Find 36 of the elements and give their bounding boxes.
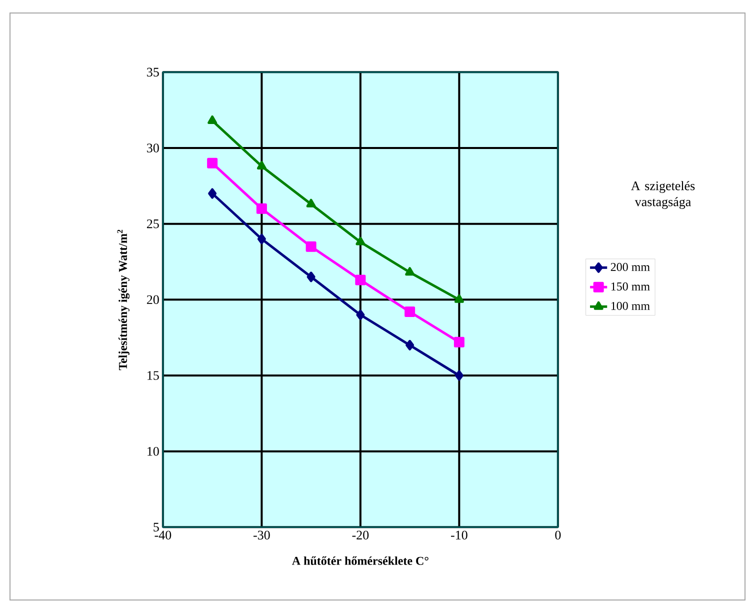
x-tick-label: -40	[154, 530, 172, 540]
legend-label: 100 mm	[611, 302, 650, 310]
point	[454, 370, 464, 381]
y-tick-label: 5	[154, 522, 159, 532]
legend-label: 200 mm	[610, 262, 650, 272]
point	[405, 267, 415, 276]
y-tick-label: 30	[147, 144, 159, 152]
point	[207, 158, 218, 168]
point	[208, 188, 217, 199]
y-tick-label: 10	[148, 446, 159, 456]
y-axis-title: Teljesítmény igény Watt/m$^{2}$	[117, 230, 130, 370]
point	[306, 272, 316, 282]
point	[356, 236, 366, 246]
legend-title: A szigetelés vastagsága	[631, 181, 695, 209]
point	[404, 306, 416, 318]
y-tick-label: 15	[148, 371, 159, 380]
x-axis-title: A hűtőtér hőmérséklete C°	[292, 556, 428, 565]
point	[306, 241, 316, 252]
point	[355, 274, 366, 286]
point	[256, 203, 267, 214]
point	[256, 160, 266, 170]
y-tick-label: 20	[146, 295, 159, 304]
x-tick-label: -30	[254, 530, 270, 540]
point	[257, 234, 266, 244]
x-tick-label: -20	[352, 530, 369, 540]
point	[454, 294, 464, 303]
point	[306, 198, 316, 208]
y-tick-label: 25	[146, 219, 159, 228]
point	[454, 336, 464, 348]
point	[406, 340, 414, 350]
legend-label: 150 mm	[611, 282, 650, 290]
y-tick-label: 35	[147, 68, 159, 77]
point	[356, 310, 365, 320]
x-tick-label: 0	[555, 530, 561, 540]
point	[208, 115, 218, 124]
x-tick-label: -10	[451, 530, 468, 540]
